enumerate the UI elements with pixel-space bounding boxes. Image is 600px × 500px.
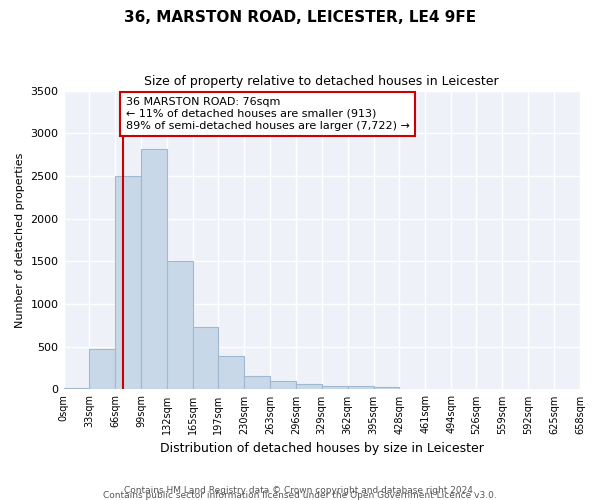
- Bar: [89, 350, 115, 390]
- Bar: [347, 386, 374, 390]
- Text: Contains HM Land Registry data © Crown copyright and database right 2024.: Contains HM Land Registry data © Crown c…: [124, 486, 476, 495]
- Bar: [270, 382, 296, 390]
- X-axis label: Distribution of detached houses by size in Leicester: Distribution of detached houses by size …: [160, 442, 484, 455]
- Text: 36 MARSTON ROAD: 76sqm
← 11% of detached houses are smaller (913)
89% of semi-de: 36 MARSTON ROAD: 76sqm ← 11% of detached…: [125, 98, 409, 130]
- Bar: [115, 176, 141, 390]
- Bar: [296, 384, 322, 390]
- Bar: [64, 388, 89, 390]
- Bar: [218, 356, 244, 390]
- Bar: [400, 388, 425, 390]
- Bar: [244, 376, 270, 390]
- Bar: [322, 386, 347, 390]
- Bar: [167, 262, 193, 390]
- Bar: [141, 148, 167, 390]
- Bar: [193, 327, 218, 390]
- Text: Contains public sector information licensed under the Open Government Licence v3: Contains public sector information licen…: [103, 491, 497, 500]
- Title: Size of property relative to detached houses in Leicester: Size of property relative to detached ho…: [145, 75, 499, 88]
- Bar: [374, 387, 400, 390]
- Y-axis label: Number of detached properties: Number of detached properties: [15, 152, 25, 328]
- Text: 36, MARSTON ROAD, LEICESTER, LE4 9FE: 36, MARSTON ROAD, LEICESTER, LE4 9FE: [124, 10, 476, 25]
